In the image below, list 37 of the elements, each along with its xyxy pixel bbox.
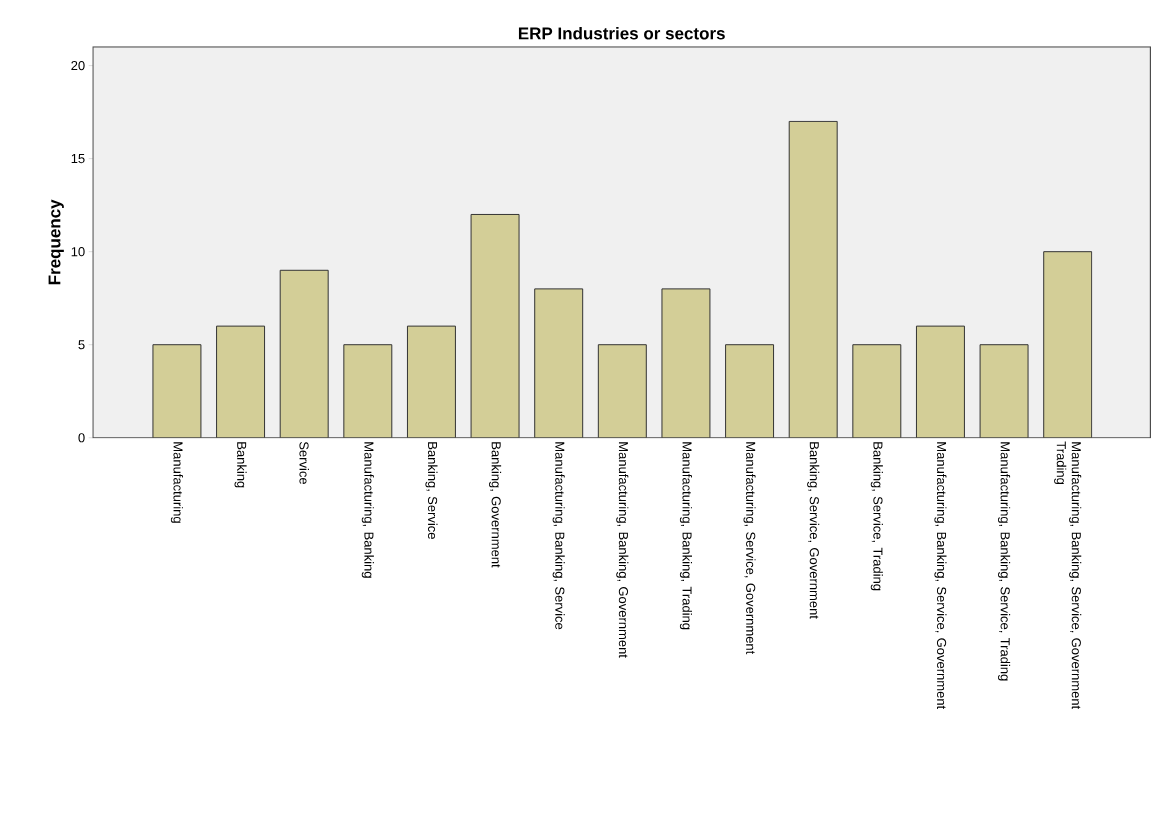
x-tick-label: Manufacturing, Banking, Government (616, 442, 629, 659)
x-tick-label: Manufacturing, Banking, Service, Government (934, 442, 947, 710)
bar (980, 344, 1029, 438)
y-axis-title: Frequency (48, 199, 64, 285)
bar (343, 344, 392, 438)
x-tick-label: Manufacturing, Banking, Service (552, 442, 565, 630)
y-tick-label: 20 (71, 61, 85, 71)
y-tick-label: 10 (71, 247, 85, 257)
bar (661, 289, 710, 438)
x-tick-label: Manufacturing (170, 442, 183, 524)
bar (789, 121, 838, 438)
bar (725, 344, 774, 438)
x-tick-label: Banking, Government (489, 442, 502, 568)
bar (216, 326, 265, 438)
bar (280, 270, 329, 438)
bar (852, 344, 901, 438)
bar (534, 289, 583, 438)
x-tick-label: Manufacturing, Banking (361, 442, 374, 578)
bar (152, 344, 201, 438)
x-tick-label: Service (299, 442, 309, 485)
y-tick-label: 5 (78, 340, 85, 350)
y-tick-label: 0 (78, 433, 85, 443)
bar (598, 344, 647, 438)
x-tick-label: Banking (234, 442, 247, 488)
x-tick-label: Banking, Service, Government (807, 442, 820, 620)
x-tick-label: Banking, Service, Trading (870, 442, 883, 591)
bar (471, 214, 520, 438)
x-tick-label: Manufacturing, Banking, Service, Government Trading (1054, 441, 1082, 710)
x-tick-label: Manufacturing, Banking, Service, Trading (998, 442, 1011, 681)
x-tick-label: Manufacturing, Service, Government (743, 442, 756, 655)
bar (916, 326, 965, 438)
bar (407, 326, 456, 438)
x-tick-label: Manufacturing, Banking, Trading (679, 442, 692, 630)
bar (1043, 251, 1093, 438)
x-tick-label: Banking, Service (425, 442, 438, 540)
chart-title: ERP Industries or sectors (518, 27, 725, 40)
y-tick-label: 15 (71, 154, 85, 164)
